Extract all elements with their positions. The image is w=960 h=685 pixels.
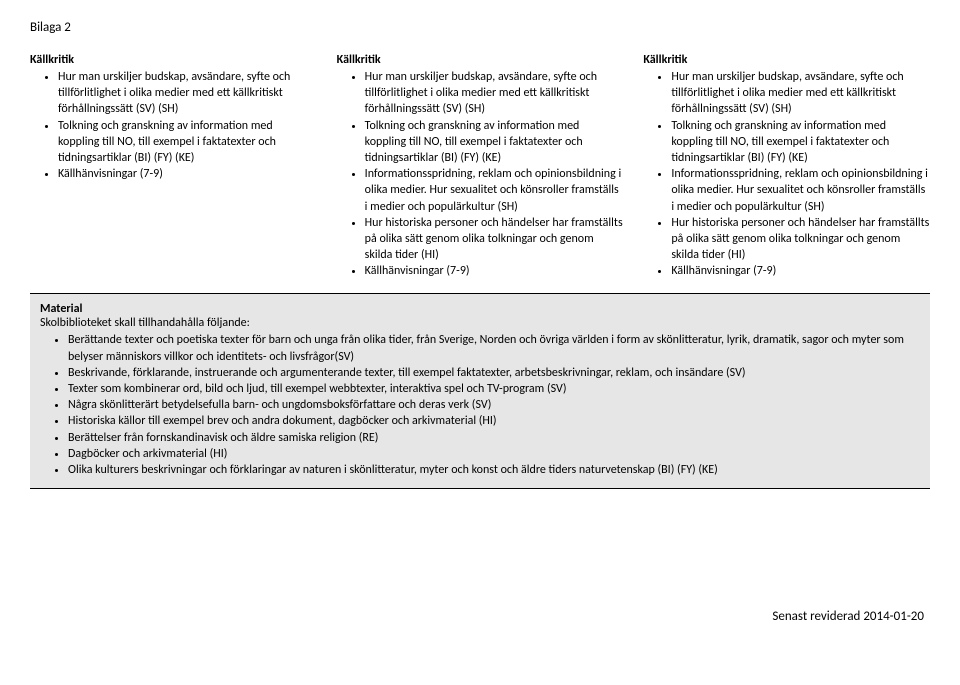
- column-3-title: Källkritik: [643, 53, 930, 67]
- list-item: Beskrivande, förklarande, instruerande o…: [68, 365, 920, 381]
- list-item: Några skönlitterärt betydelsefulla barn-…: [68, 397, 920, 413]
- material-list: Berättande texter och poetiska texter fö…: [40, 332, 920, 478]
- list-item: Källhänvisningar (7-9): [58, 166, 317, 182]
- list-item: Informationsspridning, reklam och opinio…: [671, 166, 930, 215]
- list-item: Tolkning och granskning av information m…: [671, 118, 930, 167]
- column-3: Källkritik Hur man urskiljer budskap, av…: [643, 53, 930, 279]
- footer-revised: Senast reviderad 2014-01-20: [30, 609, 930, 624]
- list-item: Hur historiska personer och händelser ha…: [365, 215, 624, 264]
- list-item: Hur man urskiljer budskap, avsändare, sy…: [58, 69, 317, 118]
- list-item: Dagböcker och arkivmaterial (HI): [68, 446, 920, 462]
- material-subtitle: Skolbiblioteket skall tillhandahålla föl…: [40, 316, 920, 330]
- list-item: Informationsspridning, reklam och opinio…: [365, 166, 624, 215]
- list-item: Hur man urskiljer budskap, avsändare, sy…: [365, 69, 624, 118]
- list-item: Källhänvisningar (7-9): [365, 263, 624, 279]
- column-2: Källkritik Hur man urskiljer budskap, av…: [337, 53, 624, 279]
- list-item: Tolkning och granskning av information m…: [58, 118, 317, 167]
- column-1-list: Hur man urskiljer budskap, avsändare, sy…: [30, 69, 317, 182]
- column-2-title: Källkritik: [337, 53, 624, 67]
- list-item: Historiska källor till exempel brev och …: [68, 413, 920, 429]
- list-item: Hur man urskiljer budskap, avsändare, sy…: [671, 69, 930, 118]
- list-item: Berättelser från fornskandinavisk och äl…: [68, 430, 920, 446]
- page-header: Bilaga 2: [30, 20, 930, 35]
- list-item: Tolkning och granskning av information m…: [365, 118, 624, 167]
- columns-container: Källkritik Hur man urskiljer budskap, av…: [30, 53, 930, 279]
- list-item: Hur historiska personer och händelser ha…: [671, 215, 930, 264]
- list-item: Texter som kombinerar ord, bild och ljud…: [68, 381, 920, 397]
- column-1-title: Källkritik: [30, 53, 317, 67]
- material-box: Material Skolbiblioteket skall tillhanda…: [30, 293, 930, 489]
- list-item: Berättande texter och poetiska texter fö…: [68, 332, 920, 364]
- column-2-list: Hur man urskiljer budskap, avsändare, sy…: [337, 69, 624, 279]
- column-3-list: Hur man urskiljer budskap, avsändare, sy…: [643, 69, 930, 279]
- material-title: Material: [40, 302, 920, 316]
- column-1: Källkritik Hur man urskiljer budskap, av…: [30, 53, 317, 279]
- list-item: Källhänvisningar (7-9): [671, 263, 930, 279]
- list-item: Olika kulturers beskrivningar och förkla…: [68, 462, 920, 478]
